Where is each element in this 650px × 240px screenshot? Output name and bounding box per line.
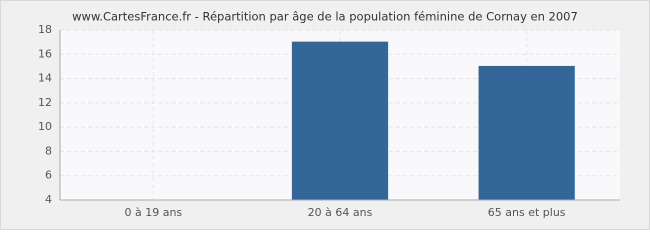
y-tick-label: 8 <box>45 144 52 157</box>
x-tick-label: 0 à 19 ans <box>124 206 182 219</box>
y-tick-label: 4 <box>45 193 52 206</box>
y-tick-label: 6 <box>45 169 52 182</box>
x-tick-label: 65 ans et plus <box>488 206 566 219</box>
bar <box>478 65 575 201</box>
chart: www.CartesFrance.fr - Répartition par âg… <box>0 0 650 230</box>
y-tick-label: 10 <box>38 120 52 133</box>
y-tick-label: 18 <box>38 23 52 36</box>
y-tick-label: 12 <box>38 96 52 109</box>
x-tick-label: 20 à 64 ans <box>308 206 373 219</box>
y-tick-label: 16 <box>38 47 52 60</box>
chart-title: www.CartesFrance.fr - Répartition par âg… <box>72 10 578 24</box>
bar <box>291 41 389 201</box>
y-tick-label: 14 <box>38 72 52 85</box>
